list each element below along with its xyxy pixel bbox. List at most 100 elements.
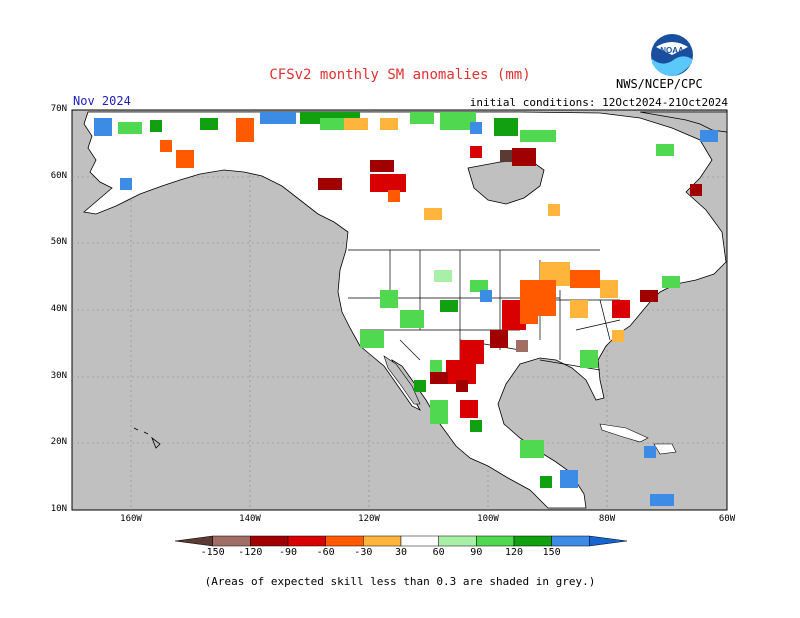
anomaly-cell xyxy=(456,386,462,392)
anomaly-cell xyxy=(464,366,470,372)
anomaly-cell xyxy=(446,366,452,372)
anomaly-cell xyxy=(436,214,442,220)
hawaii xyxy=(133,427,161,449)
anomaly-cell xyxy=(580,362,586,368)
anomaly-cell xyxy=(532,440,538,446)
anomaly-cell xyxy=(580,350,586,356)
anomaly-cell xyxy=(606,280,612,286)
anomaly-cell xyxy=(406,310,412,316)
anomaly-cell xyxy=(290,118,296,124)
anomaly-cell xyxy=(452,360,458,366)
anomaly-cell xyxy=(338,124,344,130)
anomaly-cell xyxy=(100,130,106,136)
anomaly-cell xyxy=(336,112,342,118)
anomaly-cell xyxy=(550,304,556,310)
anomaly-cell xyxy=(126,178,132,184)
anomaly-cell xyxy=(538,280,544,286)
anomaly-cell xyxy=(668,500,674,506)
anomaly-cell xyxy=(644,452,650,458)
anomaly-cell xyxy=(668,494,674,500)
anomaly-cell xyxy=(712,136,718,142)
anomaly-cell xyxy=(330,112,336,118)
anomaly-cell xyxy=(512,154,518,160)
anomaly-cell xyxy=(520,306,526,312)
anomaly-cell xyxy=(388,166,394,172)
colorbar-swatch xyxy=(287,535,326,547)
anomaly-cell xyxy=(478,346,484,352)
anomaly-cell xyxy=(576,306,582,312)
anomaly-cell xyxy=(378,330,384,336)
anomaly-cell xyxy=(618,330,624,336)
anomaly-cell xyxy=(156,120,162,126)
anomaly-cell xyxy=(646,290,652,296)
anomaly-cell xyxy=(418,310,424,316)
anomaly-cell xyxy=(470,152,476,158)
anomaly-cell xyxy=(460,406,466,412)
anomaly-cell xyxy=(300,112,306,118)
anomaly-cell xyxy=(436,400,442,406)
anomaly-cell xyxy=(326,124,332,130)
anomaly-cell xyxy=(324,184,330,190)
anomaly-cell xyxy=(452,366,458,372)
anomaly-cell xyxy=(406,316,412,322)
anomaly-cell xyxy=(386,124,392,130)
anomaly-cell xyxy=(690,190,696,196)
anomaly-cell xyxy=(464,360,470,366)
anomaly-cell xyxy=(318,184,324,190)
anomaly-cell xyxy=(442,400,448,406)
anomaly-cell xyxy=(546,476,552,482)
anomaly-cell xyxy=(502,300,508,306)
colorbar-label: -150 xyxy=(200,547,225,558)
anomaly-cell xyxy=(592,356,598,362)
anomaly-cell xyxy=(490,336,496,342)
anomaly-cell xyxy=(462,386,468,392)
anomaly-cell xyxy=(446,372,452,378)
anomaly-cell xyxy=(520,286,526,292)
anomaly-cell xyxy=(650,500,656,506)
anomaly-cell xyxy=(386,302,392,308)
anomaly-cell xyxy=(472,346,478,352)
anomaly-cell xyxy=(662,150,668,156)
anomaly-cell xyxy=(182,162,188,168)
anomaly-cell xyxy=(526,318,532,324)
anomaly-cell xyxy=(466,412,472,418)
anomaly-cell xyxy=(656,500,662,506)
anomaly-cell xyxy=(576,282,582,288)
anomaly-cell xyxy=(312,118,318,124)
colorbar-label: 30 xyxy=(394,547,408,558)
anomaly-cell xyxy=(526,300,532,306)
anomaly-cell xyxy=(538,286,544,292)
anomaly-cell xyxy=(436,360,442,366)
anomaly-cell xyxy=(506,118,512,124)
anomaly-cell xyxy=(476,146,482,152)
anomaly-cell xyxy=(442,378,448,384)
anomaly-cell xyxy=(248,118,254,124)
anomaly-cell xyxy=(348,112,354,118)
anomaly-cell xyxy=(388,174,394,180)
anomaly-cell xyxy=(508,312,514,318)
anomaly-cell xyxy=(362,124,368,130)
colorbar-swatch xyxy=(400,535,439,547)
anomaly-cell xyxy=(470,366,476,372)
anomaly-cell xyxy=(524,160,530,166)
anomaly-cell xyxy=(494,130,500,136)
anomaly-cell xyxy=(410,118,416,124)
anomaly-cell xyxy=(600,286,606,292)
anomaly-cell xyxy=(462,380,468,386)
anomaly-cell xyxy=(520,452,526,458)
anomaly-cell xyxy=(588,270,594,276)
anomaly-cell xyxy=(446,378,452,384)
anomaly-cell xyxy=(546,482,552,488)
anomaly-cell xyxy=(370,186,376,192)
anomaly-cell xyxy=(516,340,522,346)
anomaly-cell xyxy=(452,118,458,124)
anomaly-cell xyxy=(696,184,702,190)
anomaly-cell xyxy=(548,210,554,216)
anomaly-cell xyxy=(424,214,430,220)
anomaly-cell xyxy=(248,124,254,130)
colorbar-swatch xyxy=(438,535,477,547)
anomaly-cell xyxy=(512,124,518,130)
anomaly-cell xyxy=(392,302,398,308)
anomaly-cell xyxy=(508,324,514,330)
agency-label: NWS/NCEP/CPC xyxy=(616,77,703,91)
